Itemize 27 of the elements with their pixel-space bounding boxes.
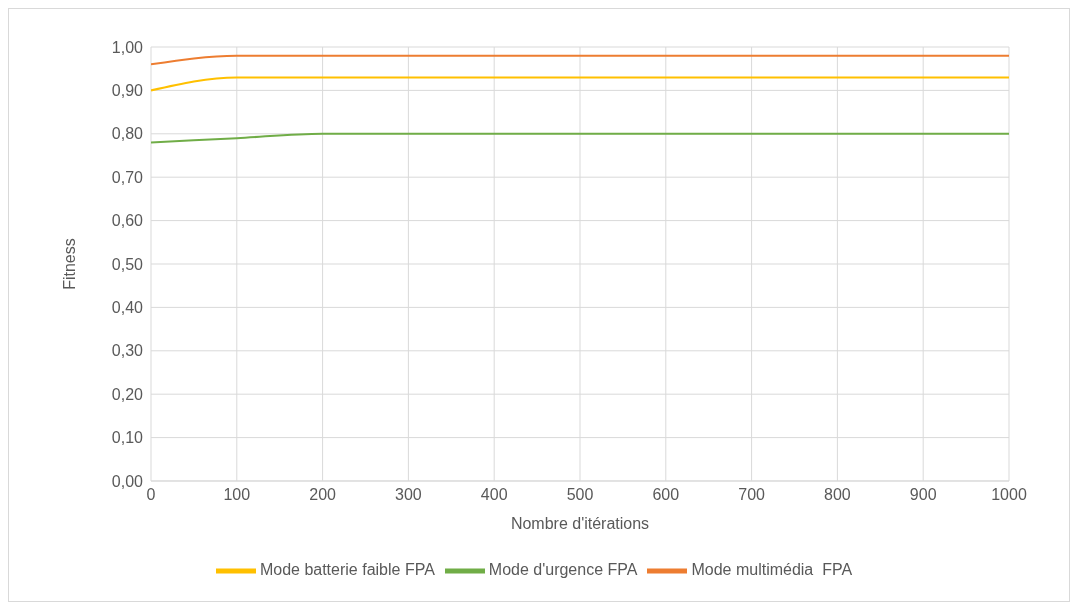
legend-label: Mode d'urgence FPA <box>488 561 638 579</box>
y-tick-label: 0,40 <box>111 299 144 317</box>
x-tick-label: 400 <box>480 486 508 504</box>
legend-label: Mode multimédia FPA <box>691 561 853 579</box>
y-tick-label: 1,00 <box>111 38 144 56</box>
x-tick-label: 800 <box>824 486 851 504</box>
y-axis-title: Fitness <box>60 238 78 290</box>
y-tick-label: 0,20 <box>111 385 144 403</box>
x-tick-label: 900 <box>909 486 937 504</box>
x-tick-label: 700 <box>738 486 766 504</box>
x-tick-label: 200 <box>309 486 337 504</box>
y-tick-label: 0,90 <box>111 82 144 100</box>
x-tick-label: 1000 <box>991 486 1027 504</box>
y-tick-label: 0,30 <box>111 342 144 360</box>
legend-label: Mode batterie faible FPA <box>259 561 435 579</box>
x-tick-label: 100 <box>223 486 251 504</box>
y-tick-label: 0,60 <box>111 212 144 230</box>
y-tick-label: 0,50 <box>111 255 144 273</box>
y-tick-label: 0,00 <box>111 472 144 490</box>
x-axis-title: Nombre d'itérations <box>510 515 650 532</box>
x-tick-label: 500 <box>566 486 594 504</box>
x-tick-label: 600 <box>652 486 680 504</box>
y-tick-label: 0,70 <box>111 168 144 186</box>
y-tick-label: 0,80 <box>111 125 144 143</box>
y-tick-label: 0,10 <box>111 429 144 447</box>
x-tick-label: 300 <box>395 486 422 504</box>
x-tick-label: 0 <box>146 486 156 504</box>
